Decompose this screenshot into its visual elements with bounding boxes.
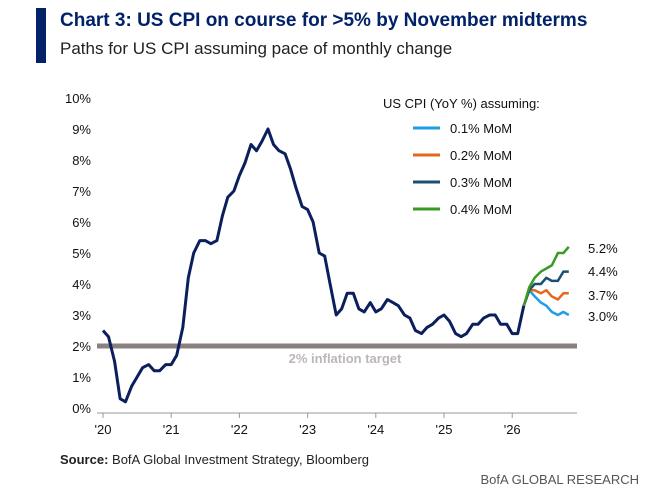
- end-value-label: 3.7%: [588, 288, 618, 303]
- cpi-history-line: [101, 127, 526, 404]
- x-tick-label: '20: [95, 422, 112, 437]
- series-line: [522, 270, 569, 307]
- y-tick-label: 5%: [72, 246, 91, 261]
- y-tick-label: 6%: [72, 215, 91, 230]
- axes: 0% 1% 2% 3% 4% 5% 6% 7% 8% 9% 10% '20 '21 '22 '23 '24 '2…: [65, 91, 577, 437]
- legend-label: 0.2% MoM: [450, 148, 512, 163]
- legend-label: 0.1% MoM: [450, 121, 512, 136]
- source-note: Source: BofA Global Investment Strategy,…: [60, 452, 369, 467]
- end-value-label: 3.0%: [588, 309, 618, 324]
- series-line: [522, 288, 569, 307]
- end-labels: 5.2% 4.4% 3.7% 3.0%: [588, 241, 618, 324]
- x-tick-label: '21: [163, 422, 180, 437]
- legend-label: 0.3% MoM: [450, 175, 512, 190]
- x-tick-label: '22: [231, 422, 248, 437]
- inflation-target-group: 2% inflation target: [97, 343, 577, 366]
- inflation-target-label: 2% inflation target: [289, 351, 402, 366]
- source-text: BofA Global Investment Strategy, Bloombe…: [112, 452, 370, 467]
- legend: US CPI (YoY %) assuming: 0.1% MoM 0.2% MoM…: [383, 96, 540, 217]
- x-tick-label: '23: [299, 422, 316, 437]
- y-tick-label: 9%: [72, 122, 91, 137]
- y-tick-label: 2%: [72, 339, 91, 354]
- source-label: Source:: [60, 452, 109, 467]
- brand-label: BofA GLOBAL RESEARCH: [480, 472, 639, 487]
- end-value-label: 5.2%: [588, 241, 618, 256]
- page-title: Chart 3: US CPI on course for >5% by Nov…: [60, 10, 588, 31]
- end-value-label: 4.4%: [588, 264, 618, 279]
- legend-title: US CPI (YoY %) assuming:: [383, 96, 540, 111]
- series-lines: [101, 127, 570, 404]
- y-tick-label: 8%: [72, 153, 91, 168]
- page-subtitle: Paths for US CPI assuming pace of monthl…: [60, 39, 453, 58]
- series-line: [522, 245, 570, 307]
- y-tick-label: 3%: [72, 308, 91, 323]
- y-tick-label: 1%: [72, 370, 91, 385]
- y-tick-label: 0%: [72, 401, 91, 416]
- x-tick-label: '24: [367, 422, 384, 437]
- x-tick-label: '25: [436, 422, 453, 437]
- legend-label: 0.4% MoM: [450, 202, 512, 217]
- series-line: [522, 288, 570, 317]
- y-tick-label: 4%: [72, 277, 91, 292]
- x-tick-label: '26: [504, 422, 521, 437]
- title-accent-bar: [36, 8, 46, 63]
- y-tick-label: 10%: [65, 91, 91, 106]
- y-tick-label: 7%: [72, 184, 91, 199]
